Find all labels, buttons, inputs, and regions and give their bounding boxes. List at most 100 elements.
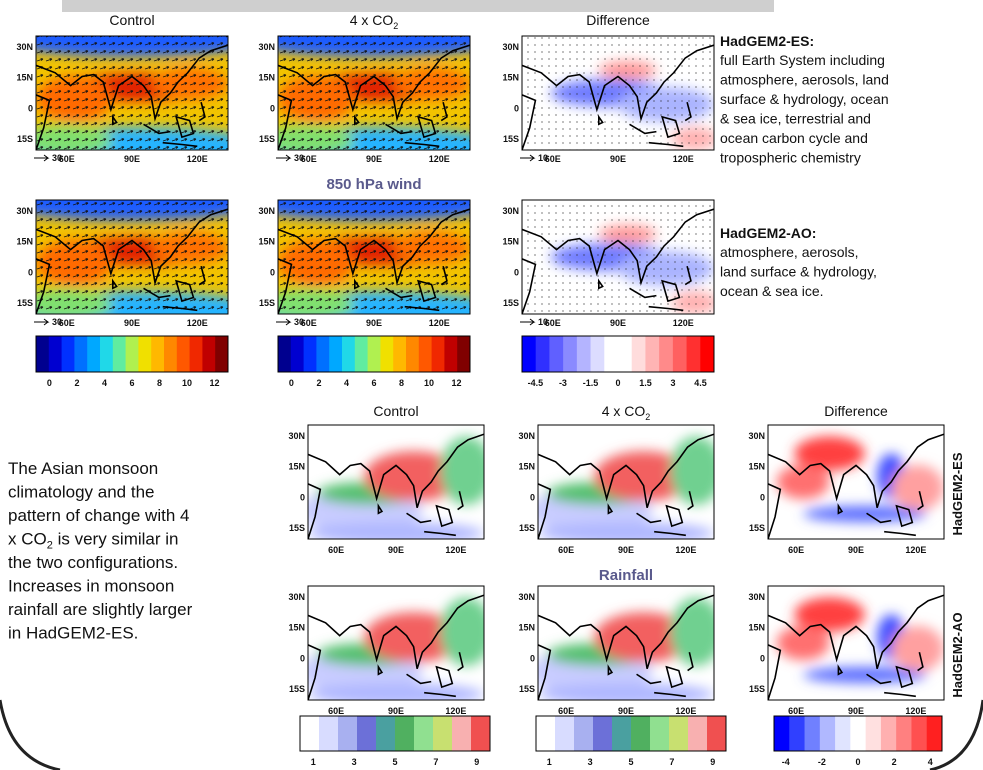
colorbar-cell — [278, 336, 292, 372]
map-panel — [278, 200, 470, 314]
lat-label: 15S — [289, 684, 305, 694]
colorbar-cell — [176, 336, 191, 372]
lon-label: 90E — [610, 154, 626, 164]
colorbar-cell — [471, 716, 491, 751]
summary-sub: 2 — [47, 540, 53, 552]
colorbar-cell — [87, 336, 101, 372]
field-blob — [364, 612, 463, 663]
lon-label: 120E — [187, 318, 208, 328]
colorbar-label: 0 — [615, 378, 620, 388]
colorbar-cell — [393, 336, 407, 372]
colorbar-cell — [444, 336, 458, 372]
map-frame — [277, 35, 471, 151]
row-label: HadGEM2-AO — [950, 612, 965, 697]
lon-label: 90E — [848, 706, 864, 716]
colorbar-frame — [535, 715, 727, 752]
colorbar-frame — [35, 335, 229, 373]
vector-ref: 30 — [294, 317, 304, 327]
colorbar-cell — [418, 336, 433, 372]
colorbar-cell — [319, 716, 339, 751]
lon-label: 120E — [429, 318, 450, 328]
colorbar-cell — [522, 336, 537, 372]
colorbar-cell — [414, 716, 434, 751]
map-frame — [767, 424, 945, 540]
colorbar-cell — [48, 336, 63, 372]
colorbar-label: -4 — [782, 757, 790, 767]
colorbar-label: -4.5 — [528, 378, 544, 388]
colorbar-frame — [773, 715, 943, 752]
lat-label: 15N — [518, 462, 535, 472]
model-desc: & sea ice, terrestrial and — [720, 111, 871, 127]
colorbar-label: 6 — [371, 378, 376, 388]
colorbar-cell — [631, 716, 651, 751]
lat-label: 0 — [300, 653, 305, 663]
map-frame — [767, 585, 945, 701]
map-frame — [521, 35, 715, 151]
lat-label: 30N — [502, 42, 519, 52]
map-panel — [522, 36, 714, 150]
lat-label: 15N — [748, 623, 765, 633]
lat-label: 0 — [530, 492, 535, 502]
colorbar-label: 3 — [588, 757, 593, 767]
coastline — [278, 45, 470, 150]
colorbar-label: 8 — [399, 378, 404, 388]
vectors — [522, 36, 714, 150]
panel-title: Difference — [824, 403, 888, 419]
lat-label: 30N — [16, 42, 33, 52]
colorbar-label: -3 — [559, 378, 567, 388]
panel-title-sub: 2 — [393, 21, 398, 31]
map-field — [538, 597, 714, 700]
lat-label: 15N — [258, 237, 275, 247]
lon-label: 90E — [124, 154, 140, 164]
lon-label: 90E — [618, 706, 634, 716]
field-blob — [670, 436, 714, 505]
colorbar-cell — [804, 716, 821, 751]
lat-label: 15S — [503, 298, 519, 308]
map-panel — [278, 36, 470, 150]
lon-label: 120E — [905, 545, 926, 555]
colorbar-label: 7 — [669, 757, 674, 767]
map-frame — [521, 199, 715, 315]
field-blob — [364, 451, 463, 502]
lat-label: 15S — [259, 298, 275, 308]
colorbar-label: 4 — [102, 378, 107, 388]
colorbar-label: 2 — [74, 378, 79, 388]
lon-label: 60E — [328, 545, 344, 555]
colorbar-cell — [593, 716, 613, 751]
colorbar-cell — [789, 716, 806, 751]
map-panel — [538, 425, 714, 539]
colorbar-cell — [926, 716, 943, 751]
lat-label: 15S — [17, 298, 33, 308]
summary-line: rainfall are slightly larger — [8, 600, 193, 619]
coastline — [538, 595, 714, 700]
lon-label: 60E — [328, 706, 344, 716]
colorbar-cell — [376, 716, 396, 751]
map-frame — [537, 424, 715, 540]
lat-label: 15S — [503, 134, 519, 144]
field-blob — [308, 521, 484, 539]
panel-title: Control — [373, 403, 418, 419]
colorbar-cell — [290, 336, 305, 372]
lat-label: 15S — [17, 134, 33, 144]
lat-label: 30N — [258, 42, 275, 52]
colorbar-cell — [316, 336, 330, 372]
lat-label: 0 — [514, 267, 519, 277]
lon-label: 120E — [445, 706, 466, 716]
colorbar-label: 9 — [710, 757, 715, 767]
colorbar-cell — [700, 336, 715, 372]
colorbar-cell — [395, 716, 415, 751]
map-frame — [307, 424, 485, 540]
colorbar-cell — [835, 716, 851, 751]
lon-label: 90E — [610, 318, 626, 328]
map-panel — [308, 586, 484, 700]
model-desc: full Earth System including — [720, 52, 885, 68]
lon-label: 120E — [675, 706, 696, 716]
coastline — [522, 209, 714, 314]
header-bar — [62, 0, 774, 12]
colorbar-cell — [574, 716, 594, 751]
colorbar-cell — [865, 716, 882, 751]
lon-label: 60E — [301, 154, 317, 164]
vector-ref: 30 — [294, 153, 304, 163]
colorbar-cell — [686, 336, 701, 372]
lat-label: 15S — [289, 523, 305, 533]
